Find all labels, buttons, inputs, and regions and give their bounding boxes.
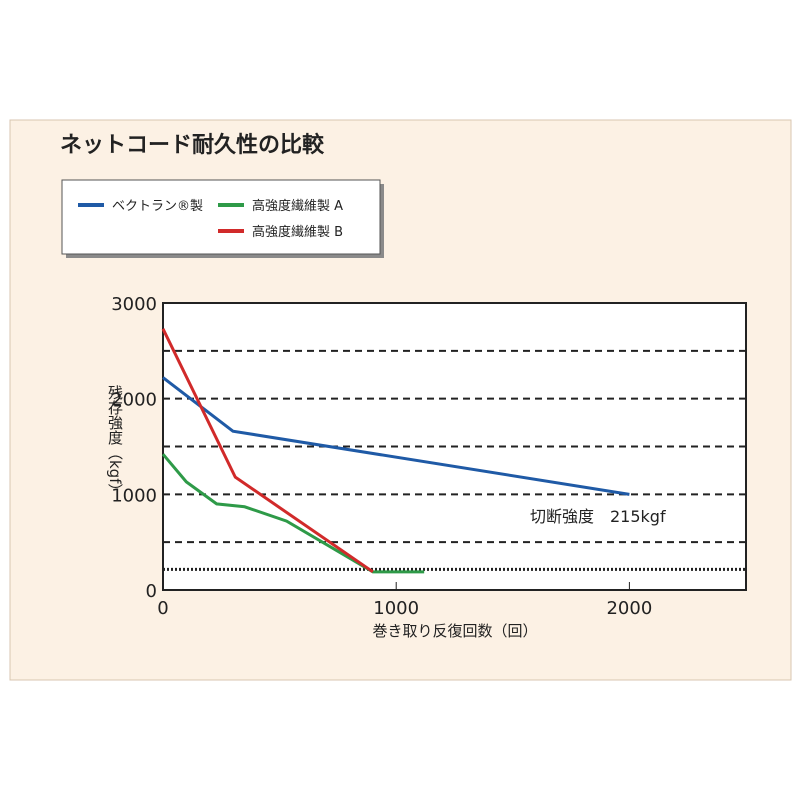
legend [61, 179, 381, 255]
series-line [161, 328, 374, 574]
x-tick-label: 2000 [606, 598, 652, 619]
y-tick-label: 2000 [111, 390, 157, 411]
legend-label: 高強度繊維製 B [252, 224, 343, 240]
legend-label: 高強度繊維製 A [252, 198, 343, 214]
chart-title: ネットコード耐久性の比較 [60, 132, 325, 158]
y-tick-label: 3000 [111, 294, 157, 315]
annotation: 切断強度 215kgf [530, 507, 666, 526]
y-tick-label: 0 [146, 581, 157, 602]
x-axis-label: 巻き取り反復回数（回） [372, 622, 537, 640]
x-tick-label: 1000 [373, 598, 419, 619]
x-tick-label: 0 [157, 598, 168, 619]
series-line [162, 376, 630, 496]
y-axis-label: 残存強度（kgf） [106, 385, 124, 499]
legend-label: ベクトラン®製 [112, 199, 203, 214]
y-tick-label: 1000 [111, 485, 157, 506]
